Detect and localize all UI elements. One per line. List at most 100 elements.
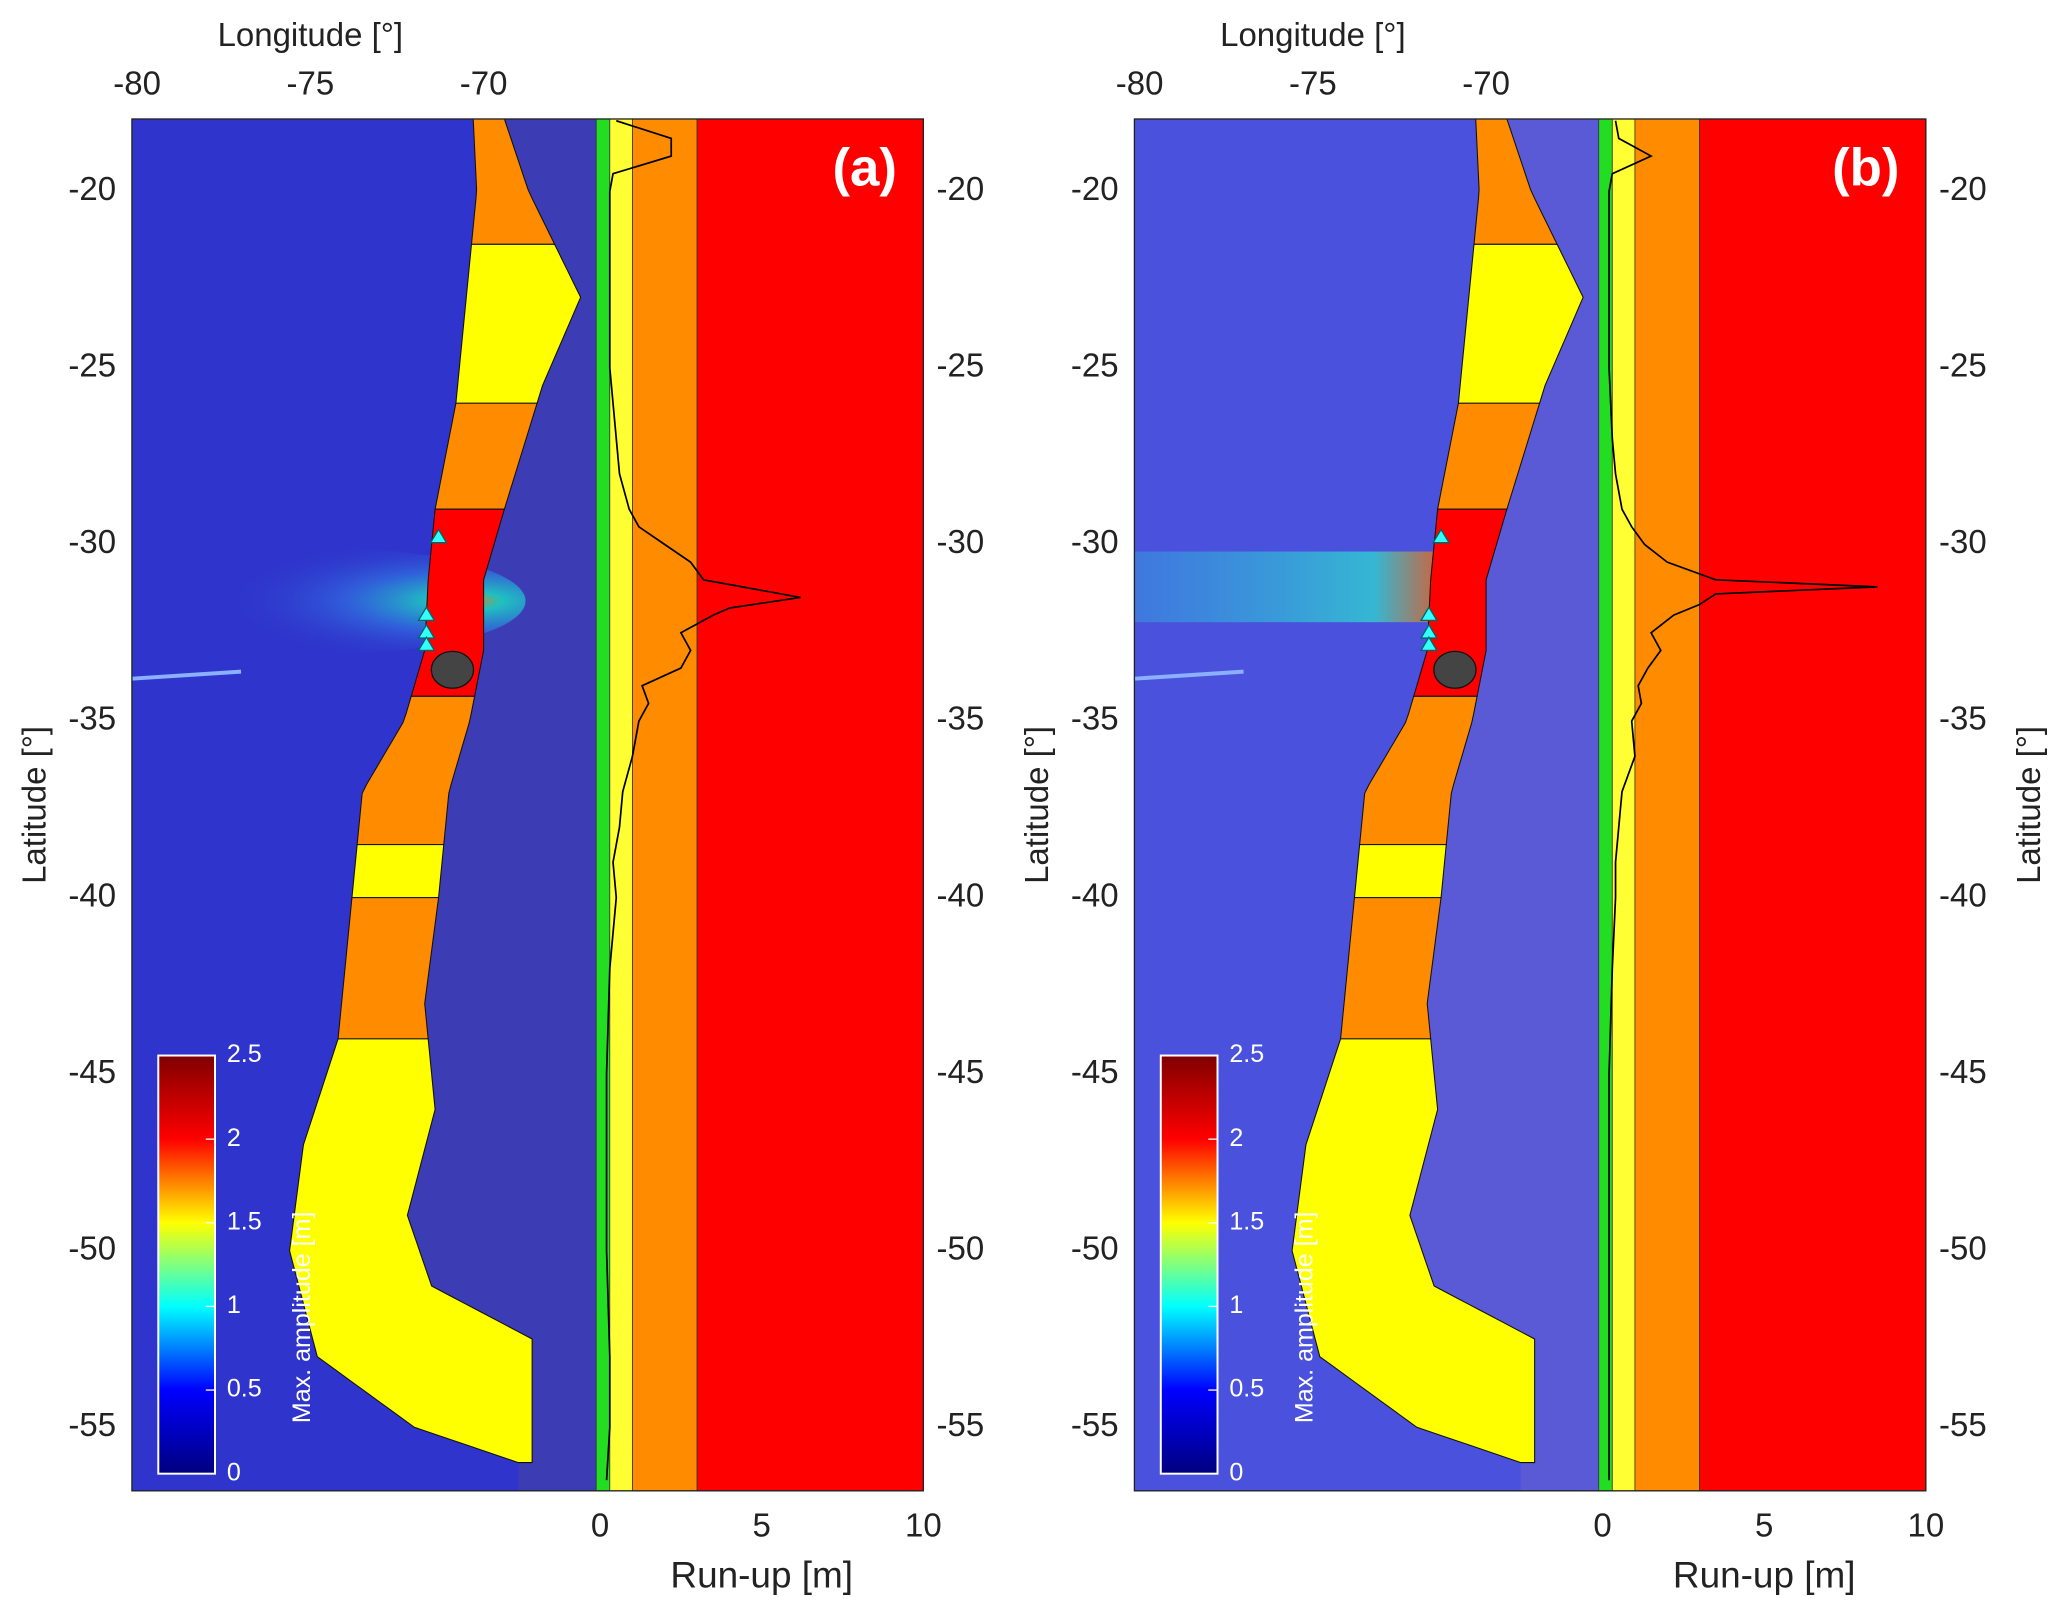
station xyxy=(417,635,436,652)
region xyxy=(351,844,445,899)
y-tick-label-right: -55 xyxy=(1939,1406,1987,1443)
y-tick-label: -35 xyxy=(68,700,116,737)
colorbar-label: Max. amplitude [m] xyxy=(1291,1212,1319,1424)
panel-label: (a) xyxy=(832,139,896,198)
x-axis-label: Longitude [°] xyxy=(1220,16,1405,53)
x-tick-label: -80 xyxy=(1116,65,1164,102)
colorbar xyxy=(1159,1054,1219,1475)
colorbar-label: Max. amplitude [m] xyxy=(288,1212,316,1424)
wave-energy xyxy=(1134,551,1435,623)
y-tick-label: -20 xyxy=(68,170,116,207)
runup-axis-label: Run-up [m] xyxy=(670,1555,853,1596)
region xyxy=(337,897,440,1040)
station xyxy=(1419,605,1439,622)
colorbar-tick-label: 1.5 xyxy=(227,1207,262,1235)
y-tick-label: -50 xyxy=(1071,1229,1119,1266)
runup-band xyxy=(632,118,698,1492)
y-tick-label-right: -40 xyxy=(937,876,985,913)
y-tick-label: -25 xyxy=(1071,347,1119,384)
y-tick-label: -25 xyxy=(68,347,116,384)
y-tick-label: -55 xyxy=(1071,1406,1119,1443)
y-tick-label-right: -25 xyxy=(937,347,985,384)
y-tick-label: -45 xyxy=(68,1053,116,1090)
metropolitan-region xyxy=(430,650,475,689)
y-tick-label-right: -20 xyxy=(937,170,985,207)
colorbar-tick-label: 0.5 xyxy=(1229,1375,1264,1403)
colorbar-tick-label: 0 xyxy=(227,1458,241,1486)
y-tick-label-right: -30 xyxy=(937,523,985,560)
colorbar-tick-label: 2 xyxy=(1229,1124,1243,1152)
colorbar-tick-label: 2.5 xyxy=(1229,1040,1264,1068)
y-tick-label: -50 xyxy=(68,1229,116,1266)
station xyxy=(1419,635,1439,652)
y-tick-label-right: -20 xyxy=(1939,170,1987,207)
ocean xyxy=(1134,118,1521,1491)
y-tick-label-right: -35 xyxy=(937,700,985,737)
frame xyxy=(1133,118,1927,1492)
y-tick-label-right: -55 xyxy=(937,1406,985,1443)
y-tick-label-right: -50 xyxy=(937,1229,985,1266)
y-tick-label: -35 xyxy=(1071,700,1119,737)
station xyxy=(1431,528,1451,544)
colorbar-tick-label: 0 xyxy=(1229,1458,1243,1486)
y-tick-label: -45 xyxy=(1071,1053,1119,1090)
y-tick-label-right: -35 xyxy=(1939,700,1987,737)
runup-tick-label: 10 xyxy=(1908,1506,1945,1543)
runup-band xyxy=(1634,118,1700,1492)
region xyxy=(1353,844,1447,899)
x-tick-label: -75 xyxy=(287,65,335,102)
x-tick-label: -80 xyxy=(113,65,161,102)
y-tick-label-right: -25 xyxy=(1939,347,1987,384)
y-tick-label: -20 xyxy=(1071,170,1119,207)
station xyxy=(429,528,448,544)
y-axis-label: Latitude [°] xyxy=(1018,726,1055,884)
runup-line xyxy=(1608,120,1878,1481)
y-tick-label: -40 xyxy=(1071,876,1119,913)
colorbar-tick-label: 1 xyxy=(1229,1291,1243,1319)
station xyxy=(417,605,436,622)
wave-streak xyxy=(131,669,242,681)
y-axis-label: Latitude [°] xyxy=(16,726,53,884)
x-tick-label: -70 xyxy=(460,65,508,102)
y-tick-label-right: -50 xyxy=(1939,1229,1987,1266)
runup-band xyxy=(1611,118,1636,1492)
colorbar-tick-label: 1 xyxy=(227,1291,241,1319)
region xyxy=(289,1038,533,1464)
y-axis-label-right: Latitude [°] xyxy=(2010,726,2047,884)
runup-axis-label: Run-up [m] xyxy=(1673,1555,1856,1596)
y-tick-label-right: -30 xyxy=(1939,523,1987,560)
wave-streak xyxy=(1134,669,1244,681)
region xyxy=(1291,1038,1536,1464)
panel: -80 -75 -70 Longitude [°] -55 -55 -50 -50 -45 -45… xyxy=(16,16,985,1596)
y-tick-label-right: -40 xyxy=(1939,876,1987,913)
colorbar xyxy=(157,1054,216,1475)
runup-tick-label: 0 xyxy=(591,1506,609,1543)
runup-band xyxy=(1699,118,1927,1492)
x-tick-label: -70 xyxy=(1462,65,1510,102)
metropolitan-region xyxy=(1433,650,1477,689)
colorbar-tick-label: 2.5 xyxy=(227,1040,262,1068)
y-tick-label-right: -45 xyxy=(937,1053,985,1090)
x-axis-label: Longitude [°] xyxy=(218,16,404,53)
region xyxy=(1339,897,1442,1040)
y-tick-label-right: -45 xyxy=(1939,1053,1987,1090)
y-tick-label: -40 xyxy=(68,876,116,913)
x-tick-label: -75 xyxy=(1289,65,1337,102)
runup-line xyxy=(605,119,801,1481)
panel: -80 -75 -70 Longitude [°] -55 -55 -50 -50 -45 -45… xyxy=(1018,16,2047,1596)
colorbar-tick-label: 0.5 xyxy=(227,1375,262,1403)
frame xyxy=(131,118,925,1492)
y-tick-label: -30 xyxy=(68,523,116,560)
colorbar-tick-label: 2 xyxy=(227,1124,241,1152)
runup-tick-label: 5 xyxy=(1755,1506,1773,1543)
runup-tick-label: 5 xyxy=(753,1506,771,1543)
ocean xyxy=(131,118,519,1491)
runup-band xyxy=(1598,118,1613,1492)
runup-band xyxy=(696,118,924,1492)
runup-tick-label: 0 xyxy=(1593,1506,1611,1543)
y-tick-label: -30 xyxy=(1071,523,1119,560)
colorbar-tick-label: 1.5 xyxy=(1229,1207,1264,1235)
runup-tick-label: 10 xyxy=(905,1506,942,1543)
y-tick-label: -55 xyxy=(68,1406,116,1443)
